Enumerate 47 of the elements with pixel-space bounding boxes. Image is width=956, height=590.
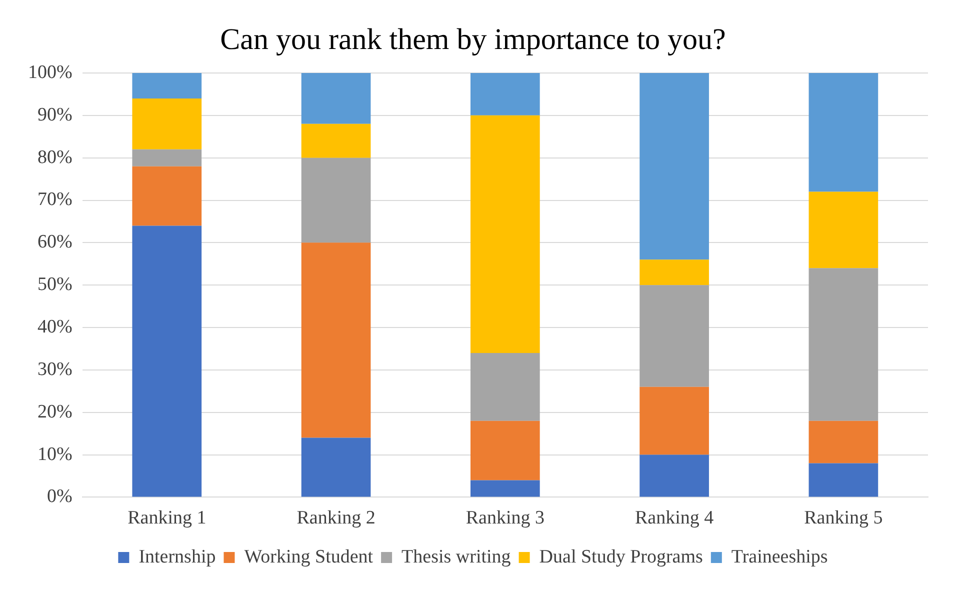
y-tick-label: 80%	[38, 146, 72, 168]
bar	[470, 115, 540, 353]
bar	[132, 98, 202, 150]
bar	[640, 454, 709, 497]
x-tick-label: Ranking 1	[128, 508, 206, 529]
bar	[640, 73, 709, 260]
bar	[808, 268, 878, 421]
x-tick-label: Ranking 5	[804, 508, 883, 529]
bar	[301, 242, 371, 438]
legend-label: Traineeships	[731, 546, 828, 568]
bar	[301, 124, 371, 158]
legend-label: Thesis writing	[402, 546, 512, 568]
bar	[808, 420, 878, 464]
bar	[640, 386, 709, 455]
y-tick-label: 40%	[38, 316, 72, 338]
bar	[301, 73, 371, 124]
y-tick-label: 60%	[38, 232, 72, 253]
x-tick-label: Ranking 2	[296, 508, 376, 529]
legend-label: Working Student	[244, 546, 374, 568]
y-tick-label: 50%	[38, 274, 72, 296]
chart-title: Can you rank them by importance to you?	[220, 22, 726, 56]
x-tick-label: Ranking 3	[466, 508, 544, 529]
bar	[640, 260, 709, 286]
y-tick-label: 70%	[38, 189, 72, 210]
bar	[132, 73, 202, 98]
y-tick-label: 0%	[47, 486, 72, 508]
legend-label: Dual Study Programs	[539, 546, 703, 568]
y-tick-label: 100%	[28, 62, 72, 83]
bar	[132, 166, 202, 226]
bar	[132, 226, 202, 497]
y-tick-label: 20%	[38, 401, 72, 422]
bar	[808, 73, 878, 192]
bar	[470, 73, 540, 116]
bar	[301, 158, 371, 243]
y-tick-label: 30%	[38, 358, 72, 380]
bar	[808, 463, 878, 497]
bar	[640, 285, 709, 387]
bar	[132, 149, 202, 166]
bar	[808, 192, 878, 268]
bar	[470, 480, 540, 497]
bar	[301, 438, 371, 497]
y-tick-label: 90%	[38, 104, 72, 126]
x-tick-label: Ranking 4	[634, 508, 714, 529]
bar	[470, 352, 540, 421]
y-tick-label: 10%	[38, 444, 72, 465]
bar	[470, 420, 540, 480]
legend-label: Internship	[138, 546, 216, 568]
